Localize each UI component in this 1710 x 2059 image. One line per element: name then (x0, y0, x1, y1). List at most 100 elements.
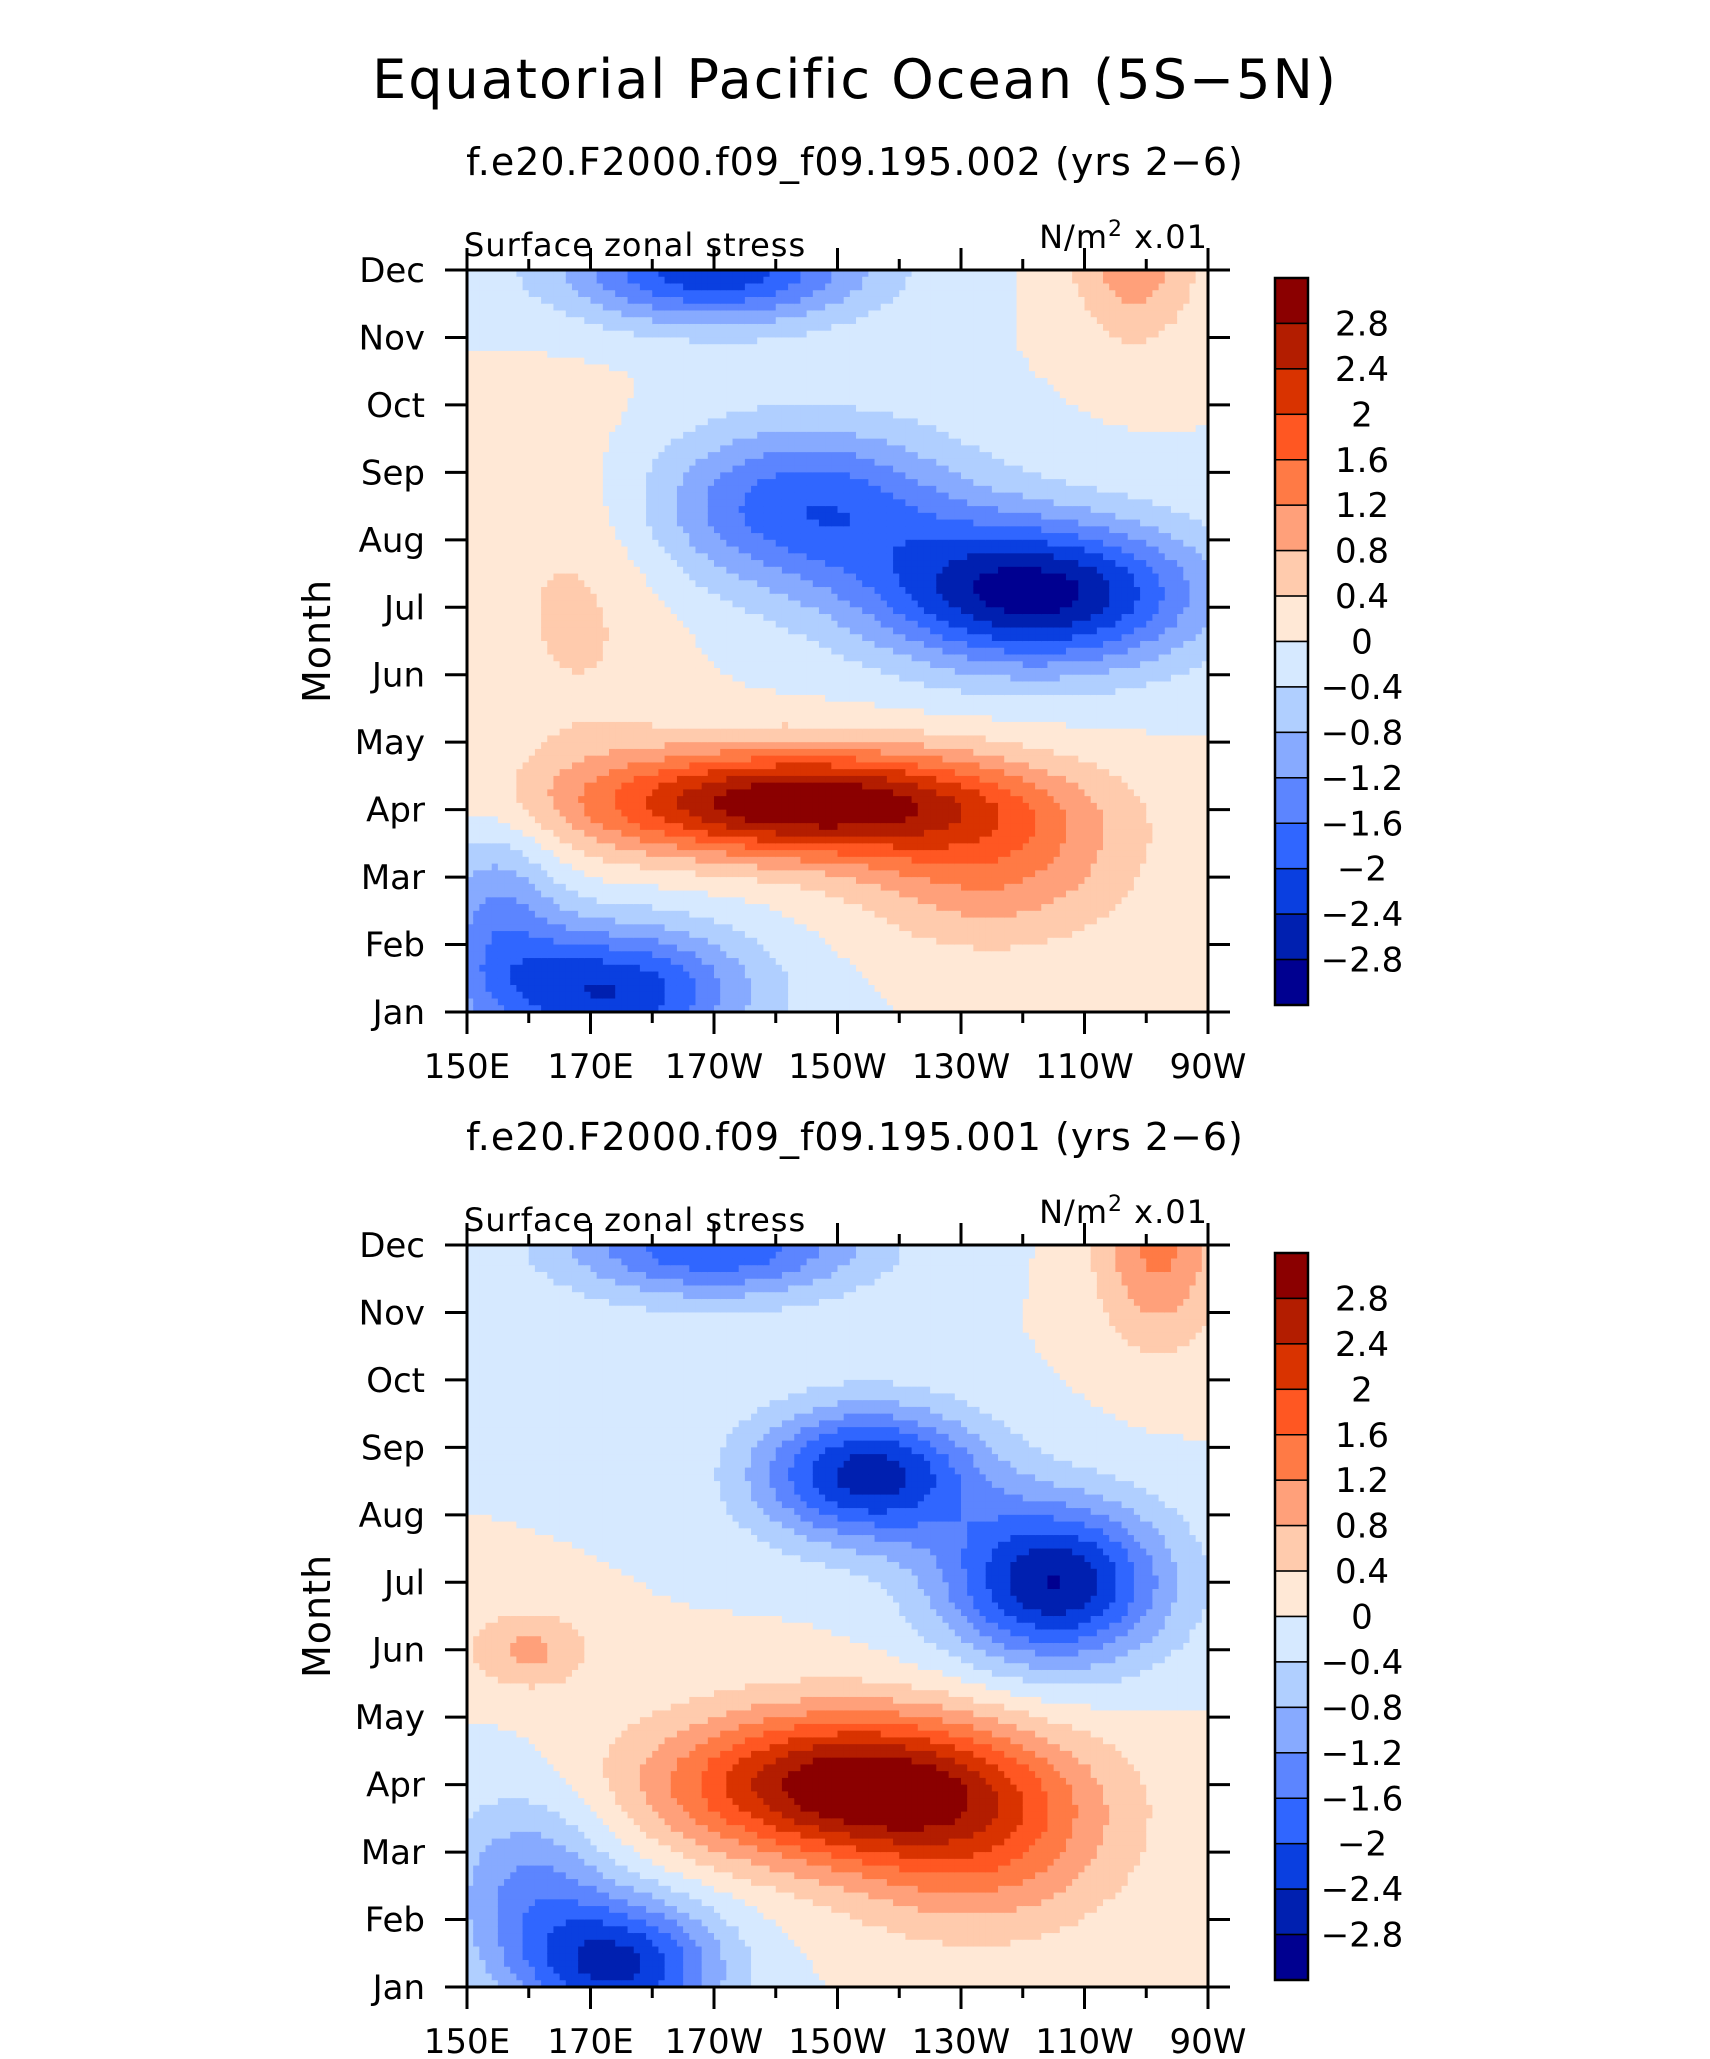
contour-cell (609, 958, 616, 966)
contour-cell (497, 681, 505, 689)
contour-cell (676, 877, 684, 885)
contour-cell (609, 553, 616, 561)
contour-cell (479, 985, 487, 993)
contour-cell (559, 863, 567, 871)
contour-cell (720, 512, 727, 521)
contour-cell (473, 425, 480, 433)
contour-cell (738, 789, 746, 797)
contour-cell (510, 748, 517, 757)
contour-cell (714, 303, 721, 312)
contour-cell (541, 411, 548, 419)
contour-cell (485, 964, 493, 973)
contour-cell (676, 492, 684, 500)
contour-cell (559, 398, 567, 406)
contour-cell (479, 978, 487, 986)
contour-cell (504, 991, 511, 1000)
contour-cell (695, 728, 703, 737)
contour-cell (528, 485, 536, 494)
contour-cell (609, 587, 616, 595)
contour-cell (695, 344, 703, 352)
contour-cell (738, 634, 746, 642)
contour-cell (578, 452, 585, 460)
contour-cell (621, 425, 629, 433)
contour-cell (571, 418, 579, 426)
contour-cell (615, 533, 622, 541)
contour-cell (695, 951, 703, 959)
contour-cell (683, 782, 690, 790)
contour-cell (738, 694, 746, 703)
contour-cell (744, 445, 752, 453)
contour-cell (516, 560, 524, 568)
contour-cell (522, 526, 530, 534)
contour-cell (602, 539, 610, 548)
contour-cell (707, 715, 715, 723)
contour-cell (683, 614, 690, 622)
contour-cell (652, 809, 660, 817)
contour-cell (510, 971, 517, 979)
contour-cell (683, 330, 690, 339)
contour-cell (485, 270, 493, 278)
contour-cell (553, 492, 561, 500)
contour-cell (714, 904, 721, 912)
contour-cell (639, 270, 647, 278)
contour-cell (609, 526, 616, 534)
contour-cell (676, 377, 684, 386)
contour-cell (726, 775, 734, 784)
contour-cell (621, 937, 629, 946)
contour-cell (528, 688, 536, 696)
contour-cell (652, 330, 660, 339)
contour-cell (497, 377, 505, 386)
contour-cell (473, 971, 480, 979)
contour-cell (695, 924, 703, 932)
contour-cell (602, 344, 610, 352)
contour-cell (695, 897, 703, 905)
contour-cell (497, 391, 505, 399)
contour-cell (609, 445, 616, 453)
contour-cell (633, 762, 641, 770)
contour-cell (528, 1005, 536, 1013)
contour-cell (701, 384, 709, 393)
contour-cell (467, 533, 474, 541)
contour-cell (670, 533, 678, 541)
contour-cell (479, 398, 487, 406)
contour-cell (590, 499, 598, 507)
contour-cell (528, 310, 536, 318)
contour-cell (522, 883, 530, 892)
contour-cell (720, 910, 727, 919)
contour-cell (738, 384, 746, 393)
contour-cell (707, 479, 715, 487)
contour-cell (602, 566, 610, 575)
contour-cell (553, 425, 561, 433)
contour-cell (664, 323, 672, 332)
contour-cell (565, 829, 573, 838)
contour-cell (627, 580, 635, 588)
contour-cell (534, 283, 542, 291)
contour-cell (609, 715, 616, 723)
contour-cell (615, 438, 622, 446)
contour-cell (534, 654, 542, 662)
contour-cell (738, 337, 746, 345)
contour-cell (652, 944, 660, 952)
contour-cell (553, 330, 561, 339)
contour-cell (596, 883, 604, 892)
contour-cell (639, 438, 647, 446)
contour-cell (516, 823, 524, 831)
contour-cell (658, 303, 666, 312)
contour-cell (609, 897, 616, 905)
contour-cell (479, 802, 487, 811)
contour-cell (707, 546, 715, 554)
contour-cell (584, 310, 592, 318)
contour-cell (467, 937, 474, 946)
contour-cell (633, 964, 641, 973)
contour-cell (633, 377, 641, 386)
contour-cell (689, 445, 697, 453)
contour-cell (553, 519, 561, 527)
contour-cell (541, 1005, 548, 1013)
contour-cell (578, 978, 585, 986)
contour-cell (534, 573, 542, 581)
contour-cell (522, 350, 530, 359)
contour-cell (528, 958, 536, 966)
contour-cell (467, 789, 474, 797)
contour-cell (621, 701, 629, 710)
contour-cell (528, 593, 536, 602)
